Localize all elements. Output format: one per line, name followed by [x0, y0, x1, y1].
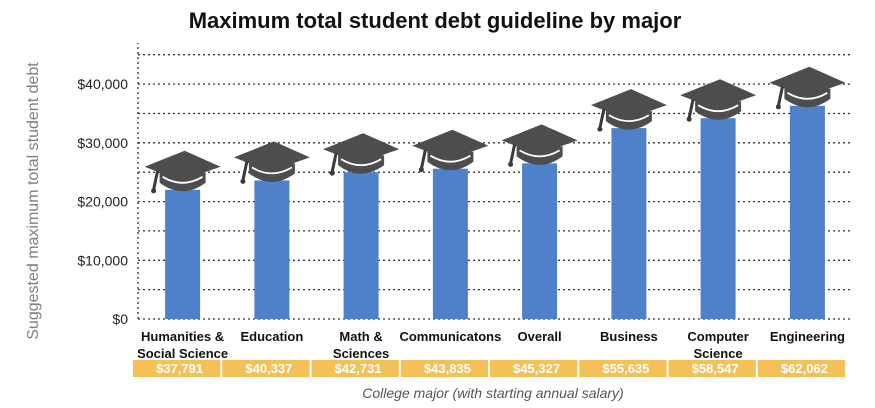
y-axis-label: Suggested maximum total student debt: [25, 62, 42, 340]
bar: [700, 118, 736, 319]
salary-label: $45,327: [513, 361, 560, 376]
category-label: Humanities & Social Science: [137, 329, 228, 361]
chart-title: Maximum total student debt guideline by …: [189, 8, 682, 33]
salary-label: $40,337: [245, 361, 292, 376]
y-axis: $0 $10,000 $20,000 $30,000 $40,000: [77, 43, 139, 327]
category-label: Engineering: [770, 329, 845, 344]
graduation-cap-icon: [323, 133, 400, 176]
y-tick-label: $10,000: [77, 252, 128, 268]
salary-cell: [400, 360, 489, 377]
salary-cell: [222, 360, 310, 377]
salary-label: $42,731: [335, 361, 382, 376]
salary-label: $37,791: [156, 361, 203, 376]
graduation-cap-icon: [590, 89, 667, 132]
y-tick-label: $0: [112, 311, 128, 327]
graduation-cap-icon: [769, 66, 846, 110]
salary-cell: [490, 360, 578, 377]
salary-cell: [668, 360, 756, 377]
salary-cell: [579, 360, 667, 377]
salary-label: $55,635: [602, 361, 649, 376]
category-labels: Humanities & Social Science Education Math …: [137, 329, 845, 361]
y-tick-label: $30,000: [77, 135, 128, 151]
salary-cell: [133, 360, 221, 377]
bars: [165, 105, 825, 319]
salary-label: $43,835: [424, 361, 471, 376]
category-label: Communicatons: [399, 329, 501, 344]
graduation-caps: [144, 66, 846, 194]
graduation-cap-icon: [233, 141, 310, 184]
bar: [343, 172, 379, 319]
bar: [254, 180, 290, 319]
category-label: Math & Sciences: [333, 329, 389, 361]
salary-label: $62,062: [781, 361, 828, 376]
x-axis-label: College major (with starting annual sala…: [362, 385, 623, 401]
graduation-cap-icon: [501, 124, 578, 167]
category-label: Business: [600, 329, 658, 344]
category-label: Overall: [518, 329, 562, 344]
graduation-cap-icon: [144, 150, 221, 194]
bar: [165, 189, 201, 319]
bar: [432, 168, 468, 319]
salary-band: $37,791 $40,337 $42,731 $43,835 $45,327 $55,6…: [133, 360, 846, 377]
bar: [611, 128, 647, 319]
y-tick-label: $40,000: [77, 76, 128, 92]
category-label: Education: [240, 329, 303, 344]
salary-cell: [311, 360, 399, 377]
y-tick-label: $20,000: [77, 194, 128, 210]
category-label: Computer Science: [687, 329, 748, 361]
graduation-cap-icon: [680, 79, 757, 122]
graduation-cap-icon: [412, 129, 489, 173]
salary-cell: [757, 360, 846, 377]
bar: [789, 105, 825, 319]
salary-label: $58,547: [692, 361, 739, 376]
bar: [522, 163, 558, 319]
